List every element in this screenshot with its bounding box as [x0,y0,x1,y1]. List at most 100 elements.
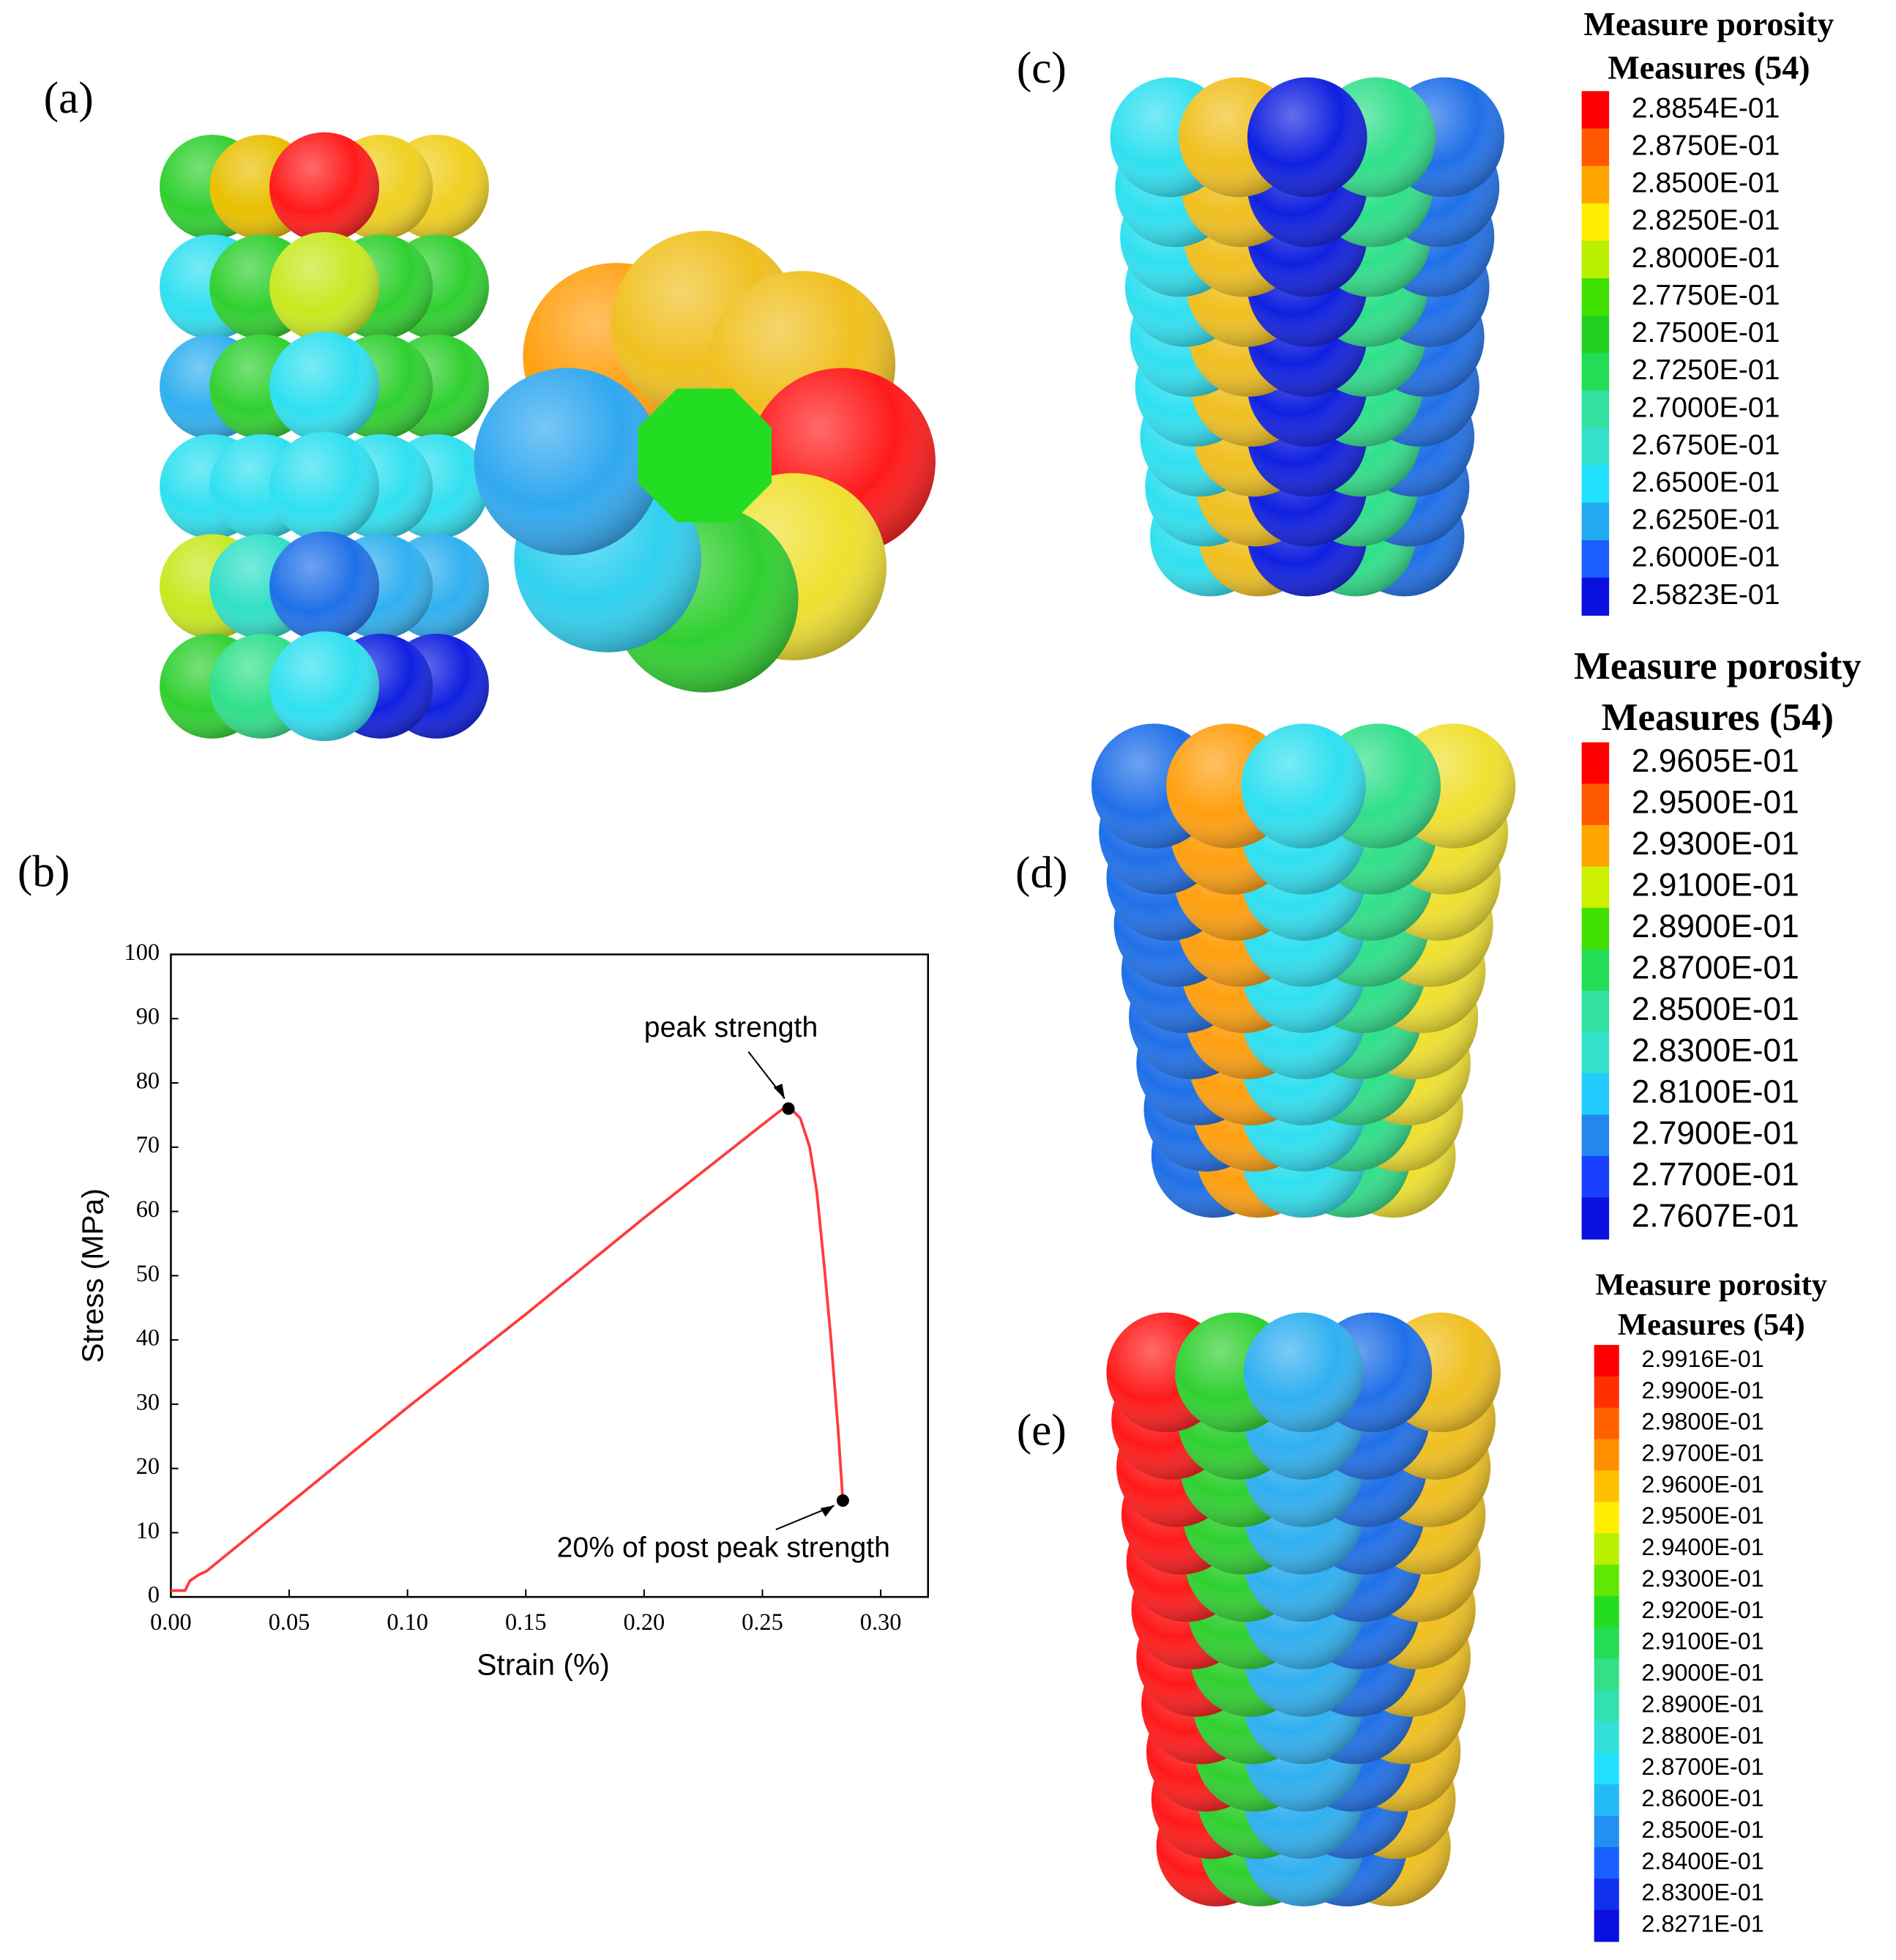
colorbar-label: 2.9400E-01 [1641,1534,1763,1560]
colorbar-swatch [1581,783,1610,826]
colorbar-label: 2.8300E-01 [1641,1879,1763,1906]
colorbar-label: 2.7500E-01 [1632,317,1780,349]
colorbar-swatch [1594,1721,1619,1754]
x-axis-label: Strain (%) [477,1647,610,1681]
colorbar-label: 2.9600E-01 [1641,1471,1763,1497]
colorbar-label: 2.8900E-01 [1641,1691,1763,1717]
colorbar-label: 2.7607E-01 [1632,1199,1799,1234]
colorbar-label: 2.9200E-01 [1641,1597,1763,1623]
colorbar-swatch [1581,907,1610,950]
sphere-shade [1243,1312,1364,1433]
sphere-shade [269,332,379,442]
colorbar-swatch [1594,1502,1619,1534]
colorbar-swatch [1594,1815,1619,1848]
annotation: peak strength [644,1012,818,1043]
y-tick-label: 10 [136,1518,160,1544]
y-tick-label: 0 [148,1582,160,1609]
colorbar-swatch [1581,990,1610,1033]
x-tick-label: 0.30 [860,1609,902,1636]
sphere-shade [269,132,379,242]
colorbar-title: Measure porosity [1583,5,1834,42]
colorbar-swatch [1594,1878,1619,1911]
colorbar-swatch [1594,1658,1619,1691]
colorbar-subtitle: Measures (54) [1608,49,1810,86]
colorbar-swatch [1581,353,1610,392]
colorbar-swatch [1581,1156,1610,1199]
colorbar-swatch [1594,1909,1619,1942]
colorbar-swatch [1594,1565,1619,1597]
y-tick-label: 60 [136,1196,160,1223]
colorbar-label: 2.9100E-01 [1632,867,1799,903]
colorbar-swatch [1581,1197,1610,1240]
x-tick-label: 0.05 [269,1609,310,1636]
panel-label: (a) [44,73,94,123]
colorbar-label: 2.8250E-01 [1632,205,1780,236]
center-particle [638,388,772,523]
y-tick-label: 30 [136,1389,160,1415]
colorbar-label: 2.6500E-01 [1632,467,1780,499]
colorbar-label: 2.7250E-01 [1632,354,1780,386]
colorbar-label: 2.8500E-01 [1632,168,1780,199]
colorbar-swatch [1581,824,1610,868]
y-tick-label: 70 [136,1132,160,1158]
colorbar-swatch [1581,203,1610,242]
colorbar-label: 2.8700E-01 [1641,1754,1763,1780]
colorbar-swatch [1581,316,1610,354]
colorbar-swatch [1581,1032,1610,1074]
annotation: 20% of post peak strength [557,1532,890,1564]
colorbar-label: 2.8800E-01 [1641,1722,1763,1748]
colorbar-swatch [1581,240,1610,279]
colorbar-subtitle: Measures (54) [1618,1308,1805,1342]
colorbar-label: 2.8500E-01 [1632,991,1799,1027]
colorbar-label: 2.9605E-01 [1632,743,1799,779]
colorbar-label: 2.8854E-01 [1632,92,1780,124]
colorbar-swatch [1581,165,1610,204]
colorbar-label: 2.9300E-01 [1632,826,1799,862]
colorbar-label: 2.8000E-01 [1632,242,1780,274]
colorbar-label: 2.8600E-01 [1641,1785,1763,1811]
colorbar-swatch [1594,1407,1619,1440]
colorbar-label: 2.9800E-01 [1641,1409,1763,1435]
y-tick-label: 90 [136,1004,160,1030]
colorbar-swatch [1594,1439,1619,1472]
x-tick-label: 0.20 [624,1609,665,1636]
colorbar-label: 2.6000E-01 [1632,542,1780,573]
colorbar-swatch [1581,390,1610,429]
colorbar-label: 2.9700E-01 [1641,1440,1763,1467]
colorbar-label: 2.5823E-01 [1632,579,1780,611]
colorbar-label: 2.7900E-01 [1632,1115,1799,1151]
colorbar-title: Measure porosity [1574,645,1862,688]
particle-renderings [160,77,1516,1907]
colorbar-label: 2.7000E-01 [1632,392,1780,423]
panel-label: (b) [18,846,70,896]
y-tick-label: 100 [124,939,160,966]
colorbar-label: 2.7700E-01 [1632,1157,1799,1193]
colorbar-swatch [1581,540,1610,578]
colorbar-label: 2.8900E-01 [1632,909,1799,944]
y-axis-label: Stress (MPa) [75,1188,109,1363]
colorbar-label: 2.9900E-01 [1641,1377,1763,1404]
panel-label: (d) [1015,848,1068,898]
colorbar-swatch [1594,1847,1619,1879]
colorbar-swatch [1594,1344,1619,1377]
colorbar-label: 2.9300E-01 [1641,1565,1763,1592]
colorbar-label: 2.8100E-01 [1632,1074,1799,1110]
colorbar-swatch [1594,1753,1619,1785]
colorbar-label: 2.9500E-01 [1632,784,1799,820]
colorbar-swatch [1581,91,1610,130]
sphere-shade [269,631,379,742]
sphere-shade [269,431,379,542]
key-point [782,1102,795,1115]
arrow-head [773,1084,785,1099]
colorbar-swatch [1581,428,1610,466]
sphere-shade [269,231,379,342]
colorbar-label: 2.8500E-01 [1641,1816,1763,1843]
y-tick-label: 80 [136,1068,160,1095]
panel-label: (c) [1017,43,1067,93]
colorbar-label: 2.8750E-01 [1632,130,1780,161]
y-tick-label: 20 [136,1453,160,1480]
arrow-head [820,1505,835,1517]
colorbar-label: 2.6750E-01 [1632,429,1780,461]
colorbar-swatch [1581,577,1610,616]
